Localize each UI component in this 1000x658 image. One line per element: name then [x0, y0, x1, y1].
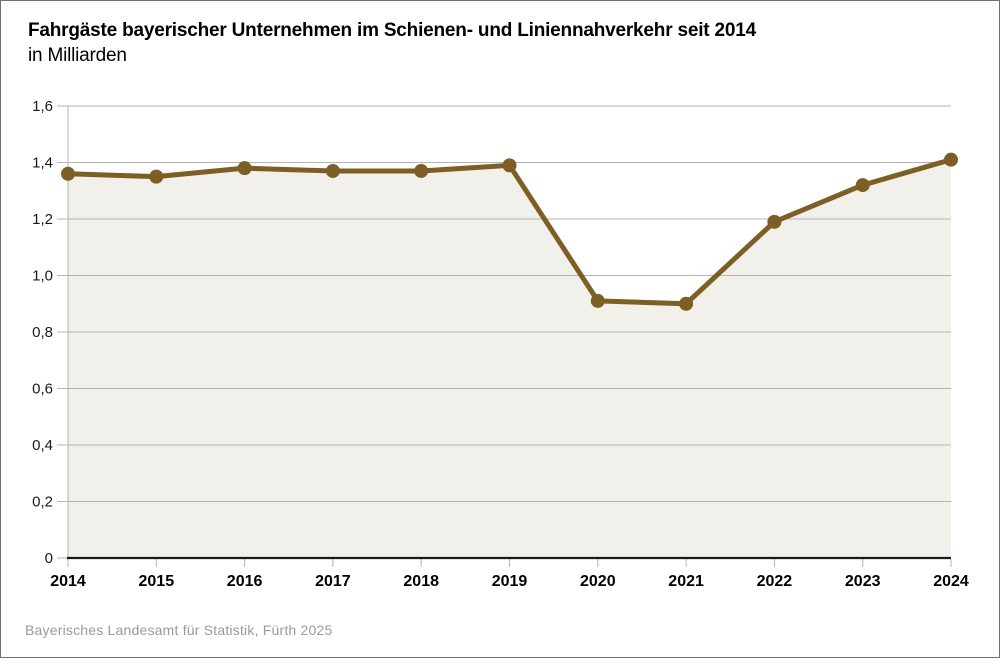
x-axis-label-2018: 2018 — [403, 573, 439, 590]
y-axis-label-0,6: 0,6 — [32, 381, 53, 398]
data-point-2019 — [502, 158, 517, 173]
chart-subtitle: in Milliarden — [28, 45, 127, 66]
data-point-2017 — [325, 163, 340, 178]
y-axis-label-1,0: 1,0 — [32, 268, 53, 285]
data-point-2015 — [149, 169, 164, 184]
y-axis-label-0,4: 0,4 — [32, 437, 53, 454]
x-axis-label-2014: 2014 — [50, 573, 86, 590]
x-axis-label-2024: 2024 — [933, 573, 969, 590]
x-axis-label-2022: 2022 — [757, 573, 793, 590]
data-point-2022 — [767, 214, 782, 229]
source-note: Bayerisches Landesamt für Statistik, Für… — [25, 622, 333, 638]
data-point-2016 — [237, 161, 252, 176]
x-axis-label-2015: 2015 — [139, 573, 175, 590]
x-axis-label-2017: 2017 — [315, 573, 351, 590]
data-point-2018 — [414, 163, 429, 178]
x-axis-label-2016: 2016 — [227, 573, 263, 590]
y-axis-label-0,8: 0,8 — [32, 324, 53, 341]
x-axis-label-2020: 2020 — [580, 573, 616, 590]
y-axis-label-1,4: 1,4 — [32, 155, 53, 172]
x-axis-label-2023: 2023 — [845, 573, 881, 590]
data-point-2014 — [61, 166, 75, 181]
y-axis-label-1,6: 1,6 — [32, 98, 53, 115]
chart-header: Fahrgäste bayerischer Unternehmen im Sch… — [28, 19, 756, 68]
y-axis-label-1,2: 1,2 — [32, 211, 53, 228]
data-point-2020 — [590, 293, 605, 308]
y-axis-label-0: 0 — [45, 550, 53, 567]
area-fill — [68, 159, 951, 559]
data-point-2023 — [855, 178, 870, 193]
x-axis-label-2021: 2021 — [668, 573, 704, 590]
y-axis-label-0,2: 0,2 — [32, 494, 53, 511]
data-point-2021 — [679, 296, 694, 311]
chart-title: Fahrgäste bayerischer Unternehmen im Sch… — [28, 20, 756, 41]
data-point-2024 — [944, 152, 958, 167]
x-axis-label-2019: 2019 — [492, 573, 528, 590]
